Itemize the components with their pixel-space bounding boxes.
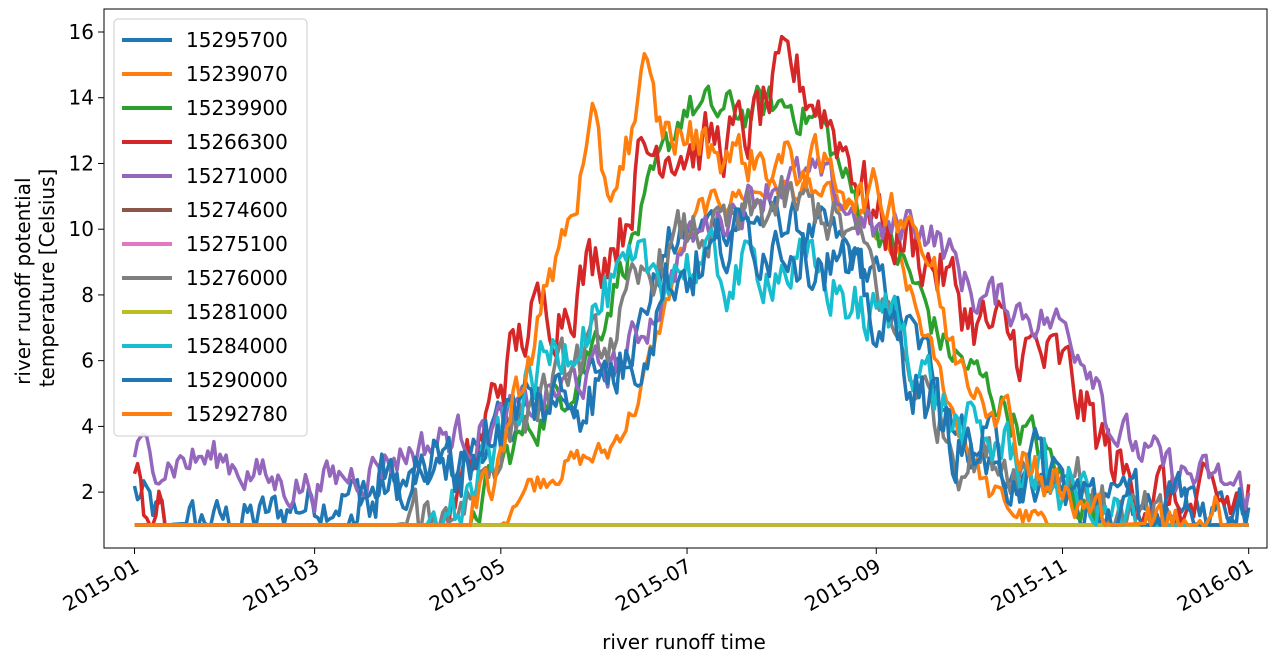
series-lines	[132, 34, 1251, 527]
legend-label: 15276000	[186, 266, 288, 290]
legend-label: 15275100	[186, 232, 288, 256]
series-line-15292780	[134, 51, 1249, 527]
y-tick-label: 10	[69, 217, 94, 241]
legend-label: 15281000	[186, 300, 288, 324]
y-axis-label-line-1: river runoff potential	[11, 177, 35, 384]
y-axis-ticks: 2 4 6 8 10 12 14 16	[69, 20, 104, 504]
legend-label: 15284000	[186, 334, 288, 358]
legend-label: 15290000	[186, 368, 288, 392]
y-tick-label: 14	[69, 86, 94, 110]
legend-label: 15274600	[186, 198, 288, 222]
legend-label: 15239070	[186, 62, 288, 86]
legend-label: 15239900	[186, 96, 288, 120]
legend-label: 15271000	[186, 164, 288, 188]
legend-box	[113, 18, 308, 437]
y-tick-label: 4	[81, 414, 94, 438]
y-tick-label: 16	[69, 20, 94, 44]
legend-label: 15292780	[186, 402, 288, 426]
legend-label: 15266300	[186, 130, 288, 154]
y-tick-label: 6	[81, 349, 94, 373]
legend: 15295700 15239070 15239900 15266300 15271000…	[113, 18, 308, 437]
y-tick-label: 2	[81, 480, 94, 504]
y-axis-label: river runoff potential temperature [Cels…	[11, 169, 59, 388]
legend-label: 15295700	[186, 28, 288, 52]
y-tick-label: 12	[69, 151, 94, 175]
y-axis-label-line-2: temperature [Celsius]	[35, 169, 59, 388]
plot-frame	[103, 8, 1268, 549]
x-axis-label: river runoff time	[602, 630, 766, 654]
y-tick-label: 8	[81, 283, 94, 307]
